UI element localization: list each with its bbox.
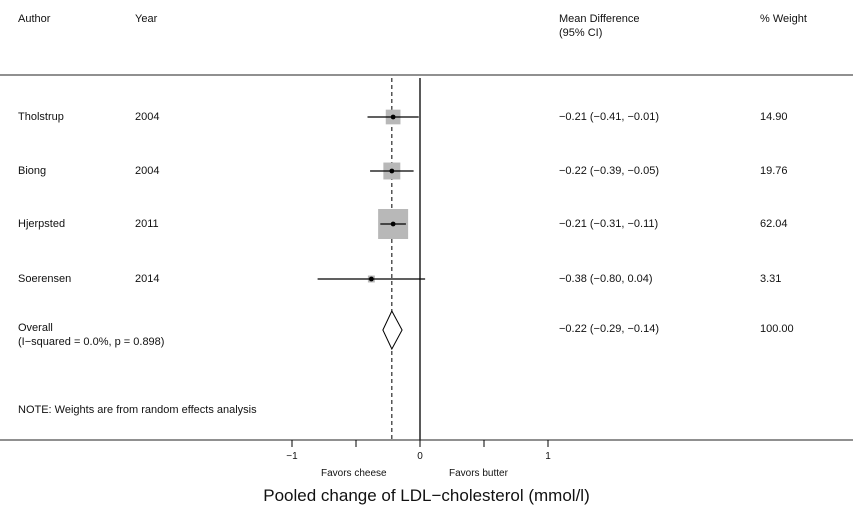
study-point-estimate (389, 169, 394, 174)
study-point-estimate (391, 222, 396, 227)
x-tick-label: 0 (417, 451, 423, 462)
x-tick-label: −1 (286, 451, 298, 462)
x-axis-title: Pooled change of LDL−cholesterol (mmol/l… (0, 486, 853, 506)
x-tick-label: 1 (545, 451, 551, 462)
favors-butter-label: Favors butter (449, 467, 508, 480)
study-point-estimate (369, 277, 374, 282)
favors-cheese-label: Favors cheese (321, 467, 387, 480)
overall-diamond (383, 311, 402, 349)
study-point-estimate (391, 115, 396, 120)
